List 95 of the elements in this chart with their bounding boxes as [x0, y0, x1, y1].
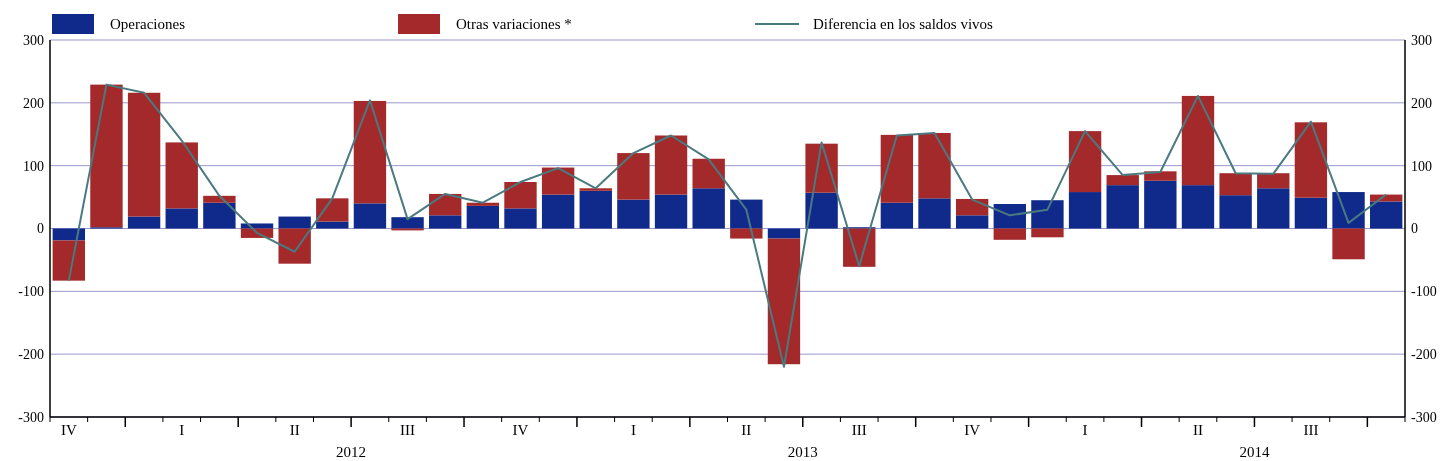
- x-tick-label: IV: [964, 422, 981, 438]
- bar: [767, 228, 801, 239]
- bar: [617, 153, 650, 200]
- bar: [203, 202, 236, 229]
- x-tick-label: I: [179, 422, 185, 438]
- y2-tick-label: 0: [1411, 221, 1418, 237]
- y-tick-label: 0: [37, 221, 44, 237]
- bar: [654, 194, 688, 229]
- bar: [955, 198, 989, 216]
- bar: [692, 158, 725, 189]
- bar: [52, 240, 85, 281]
- bar: [316, 198, 349, 222]
- bar: [391, 217, 424, 229]
- bar: [1181, 95, 1215, 186]
- x-tick-label: II: [289, 422, 300, 438]
- bar: [654, 135, 688, 195]
- bar: [353, 100, 387, 204]
- bar: [504, 208, 537, 229]
- y-tick-label: 100: [23, 158, 44, 174]
- bar: [1031, 200, 1064, 229]
- x-tick-label: II: [741, 422, 752, 438]
- x-tick-label: II: [1192, 422, 1203, 438]
- bar: [1068, 192, 1102, 229]
- bar: [617, 199, 650, 229]
- bar: [579, 188, 612, 191]
- y-tick-label: -100: [18, 284, 44, 300]
- bar: [541, 194, 575, 229]
- bar: [278, 228, 311, 264]
- bar: [353, 203, 387, 229]
- bar: [1332, 228, 1365, 260]
- bar: [918, 132, 951, 199]
- bar: [1144, 180, 1177, 229]
- bar: [1068, 131, 1102, 193]
- bar: [1257, 173, 1290, 189]
- bar: [993, 204, 1026, 229]
- bar: [1294, 197, 1328, 229]
- bar: [918, 198, 951, 229]
- bar: [165, 208, 198, 229]
- x-tick-label: III: [400, 422, 416, 438]
- bar: [767, 238, 801, 365]
- y2-tick-label: -300: [1411, 409, 1437, 425]
- text: 2013: [787, 444, 818, 460]
- bar: [579, 190, 612, 229]
- y2-tick-label: 100: [1411, 158, 1432, 174]
- bar: [240, 223, 274, 229]
- bar: [1294, 122, 1328, 198]
- bar: [127, 216, 161, 229]
- bar: [1106, 185, 1139, 229]
- x-tick-label: III: [1303, 422, 1319, 438]
- bar: [90, 84, 123, 228]
- y-tick-label: 300: [23, 32, 44, 48]
- bar: [730, 228, 763, 239]
- y-tick-label: -300: [18, 409, 44, 425]
- bar: [1332, 192, 1365, 229]
- x-tick-label: I: [630, 422, 636, 438]
- legend-label: Diferencia en los saldos vivos: [813, 16, 994, 33]
- bar: [1031, 228, 1064, 238]
- y2-tick-label: 200: [1411, 95, 1432, 111]
- y2-tick-label: -100: [1411, 284, 1437, 300]
- bar: [278, 216, 311, 229]
- bar: [993, 228, 1026, 240]
- line-series: [67, 83, 1388, 368]
- bar: [165, 142, 198, 209]
- x-tick-label: IV: [60, 422, 77, 438]
- bar: [880, 202, 914, 229]
- y2-tick-label: 300: [1411, 32, 1432, 48]
- text: 2012: [336, 444, 367, 460]
- bar: [1219, 195, 1252, 229]
- bar: [466, 202, 500, 206]
- bar: [466, 205, 500, 229]
- bar: [730, 199, 763, 229]
- bar: [203, 195, 236, 203]
- text: 2014: [1239, 444, 1270, 460]
- bar: [541, 167, 575, 195]
- bar: [805, 192, 838, 229]
- x-tick-label: I: [1082, 422, 1088, 438]
- bar: [692, 188, 725, 229]
- bar: [880, 134, 914, 203]
- bar: [127, 92, 161, 217]
- bar: [429, 215, 462, 229]
- y-tick-label: 200: [23, 95, 44, 111]
- x-tick-label: III: [851, 422, 867, 438]
- legend-label: Otras variaciones *: [456, 16, 572, 33]
- legend-label: Operaciones: [110, 16, 186, 33]
- x-tick-label: IV: [512, 422, 529, 438]
- bar: [504, 182, 537, 209]
- bar: [1181, 185, 1215, 229]
- bar: [1106, 175, 1139, 186]
- bar: [1219, 173, 1252, 196]
- bar: [955, 215, 989, 229]
- bar: [1370, 201, 1403, 229]
- bar: [316, 221, 349, 229]
- y2-tick-label: -200: [1411, 347, 1437, 363]
- bar: [1257, 188, 1290, 229]
- y-tick-label: -200: [18, 347, 44, 363]
